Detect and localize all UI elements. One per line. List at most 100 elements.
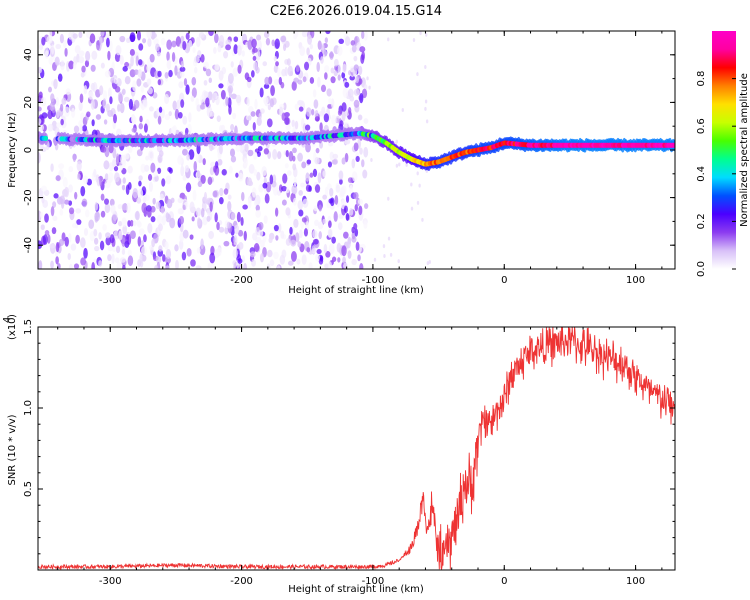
noise-speck bbox=[172, 100, 177, 111]
noise-speck bbox=[76, 219, 82, 225]
noise-speck bbox=[419, 31, 422, 36]
noise-speck bbox=[129, 230, 136, 240]
noise-speck bbox=[223, 188, 229, 195]
noise-speck bbox=[135, 210, 140, 221]
noise-speck bbox=[337, 257, 341, 263]
noise-speck bbox=[237, 258, 243, 264]
noise-speck bbox=[223, 50, 229, 59]
noise-speck bbox=[114, 86, 121, 93]
noise-speck bbox=[140, 103, 144, 109]
noise-speck bbox=[328, 243, 335, 255]
noise-speck bbox=[161, 215, 167, 226]
noise-speck bbox=[179, 66, 186, 72]
noise-speck bbox=[136, 197, 142, 204]
snr-xlabel: Height of straight line (km) bbox=[288, 584, 424, 595]
signal-core bbox=[672, 142, 675, 148]
noise-speck bbox=[317, 221, 324, 230]
noise-speck bbox=[278, 106, 284, 117]
noise-speck bbox=[247, 149, 254, 157]
noise-speck bbox=[341, 72, 346, 79]
noise-speck bbox=[259, 252, 264, 263]
noise-speck bbox=[200, 54, 205, 63]
noise-speck bbox=[230, 93, 237, 100]
noise-speck bbox=[229, 148, 236, 157]
noise-speck bbox=[59, 103, 64, 112]
noise-speck bbox=[237, 172, 244, 182]
noise-speck bbox=[81, 198, 88, 208]
noise-speck bbox=[303, 228, 309, 237]
noise-speck bbox=[190, 259, 196, 267]
noise-speck bbox=[247, 39, 253, 50]
snr-series-line bbox=[38, 327, 675, 570]
noise-speck bbox=[186, 248, 192, 257]
noise-speck bbox=[342, 87, 349, 98]
noise-speck bbox=[331, 236, 336, 244]
noise-speck bbox=[298, 229, 303, 239]
noise-speck bbox=[188, 112, 192, 123]
noise-speck bbox=[146, 78, 152, 86]
noise-speck bbox=[262, 61, 268, 67]
noise-speck bbox=[324, 72, 328, 80]
noise-speck bbox=[133, 99, 140, 109]
noise-speck bbox=[140, 163, 146, 173]
noise-speck bbox=[195, 152, 200, 163]
noise-speck bbox=[175, 36, 182, 47]
noise-speck bbox=[291, 119, 295, 128]
noise-speck bbox=[147, 37, 152, 47]
noise-speck bbox=[255, 66, 260, 74]
noise-speck bbox=[139, 115, 143, 123]
noise-speck bbox=[99, 85, 104, 96]
noise-speck bbox=[119, 55, 124, 65]
noise-speck bbox=[258, 183, 264, 193]
noise-speck bbox=[215, 95, 220, 106]
noise-speck bbox=[121, 88, 126, 95]
noise-speck bbox=[357, 254, 361, 262]
noise-speck bbox=[138, 59, 143, 66]
noise-speck bbox=[179, 71, 185, 78]
noise-speck bbox=[147, 58, 151, 68]
noise-speck bbox=[336, 242, 342, 253]
noise-speck bbox=[186, 153, 191, 161]
noise-speck bbox=[325, 250, 331, 258]
noise-speck bbox=[101, 145, 107, 153]
noise-speck bbox=[98, 232, 102, 240]
noise-speck bbox=[119, 102, 125, 114]
noise-speck bbox=[283, 102, 287, 111]
noise-speck bbox=[166, 51, 170, 62]
noise-speck bbox=[182, 175, 187, 181]
noise-speck bbox=[285, 238, 291, 246]
noise-speck bbox=[361, 159, 365, 168]
noise-speck bbox=[76, 173, 81, 180]
noise-speck bbox=[114, 257, 120, 264]
noise-speck bbox=[264, 193, 270, 204]
x-tick-label: 0 bbox=[501, 275, 507, 286]
x-tick-label: -300 bbox=[99, 275, 122, 286]
noise-speck bbox=[351, 158, 356, 169]
noise-speck bbox=[401, 108, 404, 113]
noise-speck bbox=[117, 104, 121, 112]
noise-speck bbox=[148, 181, 153, 192]
noise-speck bbox=[254, 199, 258, 206]
noise-speck bbox=[309, 77, 315, 84]
noise-speck bbox=[47, 123, 54, 132]
noise-speck bbox=[132, 220, 137, 227]
noise-speck bbox=[383, 253, 386, 258]
noise-speck bbox=[253, 169, 258, 176]
noise-speck bbox=[284, 66, 288, 77]
noise-speck bbox=[398, 162, 401, 167]
noise-speck bbox=[121, 217, 127, 227]
noise-speck bbox=[81, 124, 88, 132]
noise-speck bbox=[193, 66, 198, 74]
noise-speck bbox=[341, 102, 347, 112]
noise-speck bbox=[170, 126, 177, 135]
noise-speck bbox=[197, 180, 203, 188]
noise-speck bbox=[157, 167, 162, 174]
noise-speck bbox=[55, 175, 61, 182]
noise-speck bbox=[145, 155, 150, 161]
noise-speck bbox=[312, 168, 318, 178]
colorbar-tick-label: 0.6 bbox=[696, 118, 707, 134]
noise-speck bbox=[50, 260, 54, 269]
noise-speck bbox=[62, 176, 68, 188]
noise-speck bbox=[117, 203, 123, 210]
